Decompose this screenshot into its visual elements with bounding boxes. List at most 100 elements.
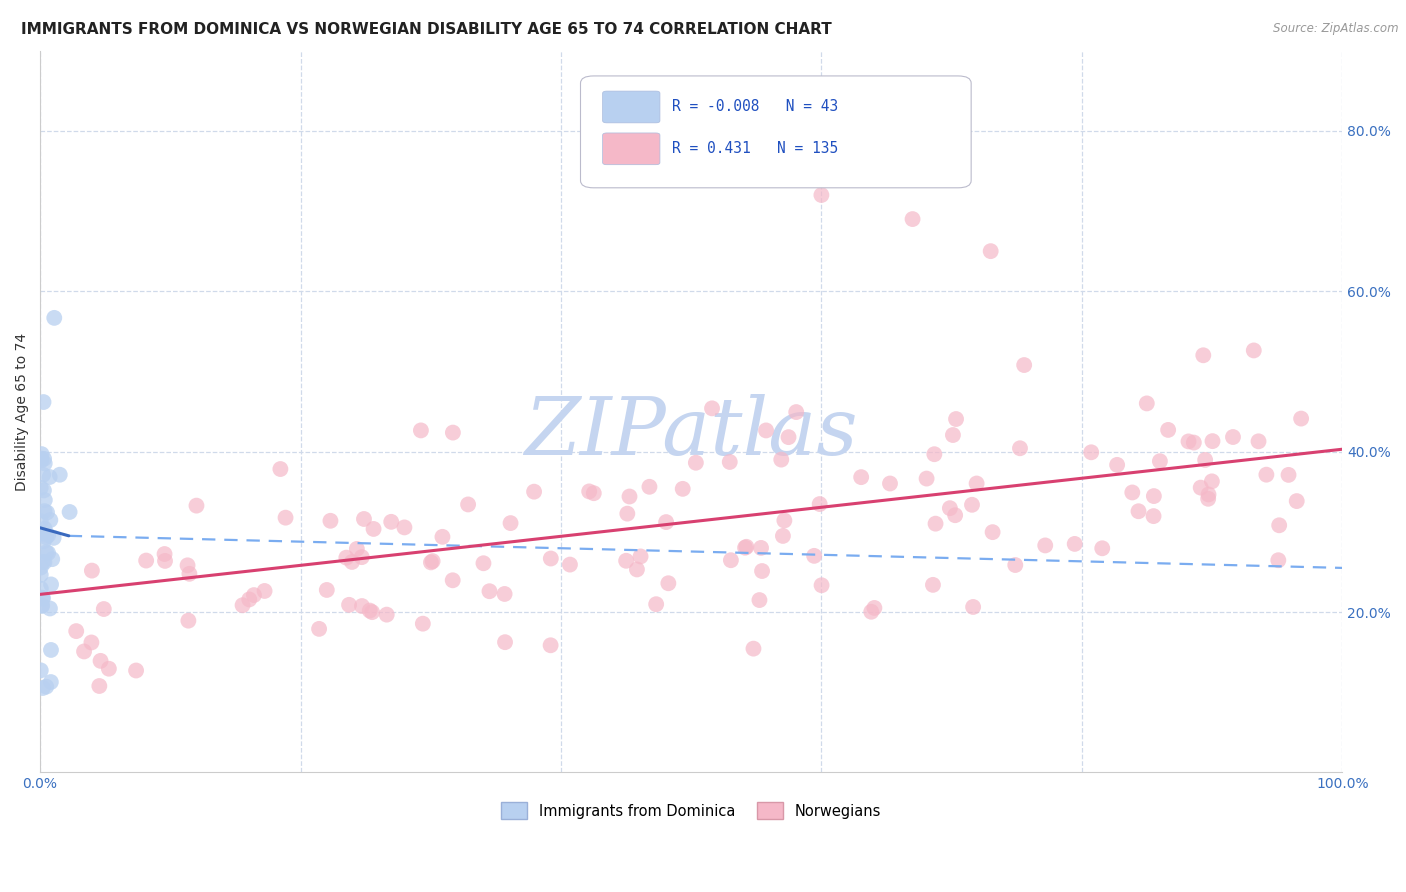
Point: [1157, 423, 1180, 437]
Point: [945, 412, 967, 426]
Point: [179, 566, 201, 581]
Point: [90, 654, 112, 668]
Point: [672, 482, 695, 496]
Point: [494, 635, 516, 649]
Point: [31, 447, 53, 461]
Point: [238, 592, 260, 607]
Point: [31, 599, 53, 613]
Text: Source: ZipAtlas.com: Source: ZipAtlas.com: [1274, 22, 1399, 36]
Point: [31, 599, 53, 613]
Point: [1182, 435, 1205, 450]
Point: [34, 457, 56, 471]
Point: [630, 549, 652, 564]
Point: [1201, 434, 1223, 449]
Point: [657, 576, 679, 591]
Point: [1194, 453, 1216, 467]
Point: [274, 510, 297, 524]
Point: [1063, 537, 1085, 551]
Point: [186, 499, 208, 513]
Point: [1197, 491, 1219, 506]
Point: [44, 310, 66, 325]
Point: [494, 587, 516, 601]
Point: [135, 553, 157, 567]
Point: [32, 395, 55, 409]
Point: [749, 541, 772, 555]
Point: [1128, 504, 1150, 518]
FancyBboxPatch shape: [603, 133, 659, 165]
Point: [34, 504, 56, 518]
Point: [363, 522, 385, 536]
Point: [30, 582, 52, 596]
Point: [80, 635, 103, 649]
Point: [655, 515, 678, 529]
Point: [1080, 445, 1102, 459]
Point: [1267, 553, 1289, 567]
Point: [810, 578, 832, 592]
Point: [772, 529, 794, 543]
Point: [773, 514, 796, 528]
Point: [350, 599, 373, 613]
Point: [34, 493, 56, 508]
Point: [125, 664, 148, 678]
Point: [35, 506, 58, 520]
Point: [41, 552, 63, 566]
Point: [422, 554, 444, 568]
Point: [939, 501, 962, 516]
Point: [860, 605, 883, 619]
Point: [785, 405, 807, 419]
Point: [718, 455, 741, 469]
Point: [89, 679, 111, 693]
Point: [350, 550, 373, 565]
Point: [1243, 343, 1265, 358]
Point: [960, 498, 983, 512]
Point: [30, 560, 52, 574]
Point: [901, 212, 924, 227]
Point: [755, 424, 778, 438]
Point: [1256, 467, 1278, 482]
Point: [962, 599, 984, 614]
Point: [582, 486, 605, 500]
Point: [153, 547, 176, 561]
Point: [253, 584, 276, 599]
Point: [80, 564, 103, 578]
Point: [851, 470, 873, 484]
Point: [1136, 396, 1159, 410]
Point: [243, 588, 266, 602]
Point: [432, 530, 454, 544]
Point: [346, 541, 368, 556]
Point: [31, 555, 53, 569]
Point: [645, 597, 668, 611]
Point: [778, 430, 800, 444]
Point: [879, 476, 901, 491]
Text: R = -0.008   N = 43: R = -0.008 N = 43: [672, 100, 838, 114]
Y-axis label: Disability Age 65 to 74: Disability Age 65 to 74: [15, 333, 30, 491]
Point: [35, 545, 58, 559]
Point: [34, 555, 56, 569]
Point: [915, 472, 938, 486]
Point: [31, 681, 53, 695]
Point: [1268, 518, 1291, 533]
Point: [803, 549, 825, 563]
Point: [34, 522, 56, 536]
Point: [924, 516, 946, 531]
Point: [30, 664, 52, 678]
Point: [308, 622, 330, 636]
Point: [1143, 489, 1166, 503]
Point: [1091, 541, 1114, 556]
Point: [742, 641, 765, 656]
Point: [942, 428, 965, 442]
Point: [523, 484, 546, 499]
Point: [1177, 434, 1199, 449]
Point: [616, 507, 638, 521]
Point: [924, 447, 946, 461]
Point: [37, 546, 59, 560]
Point: [359, 603, 381, 617]
Point: [735, 540, 758, 554]
Point: [39, 675, 62, 690]
Point: [578, 484, 600, 499]
Point: [685, 456, 707, 470]
Point: [1277, 467, 1299, 482]
Point: [626, 562, 648, 576]
Point: [748, 593, 770, 607]
Point: [39, 513, 62, 527]
